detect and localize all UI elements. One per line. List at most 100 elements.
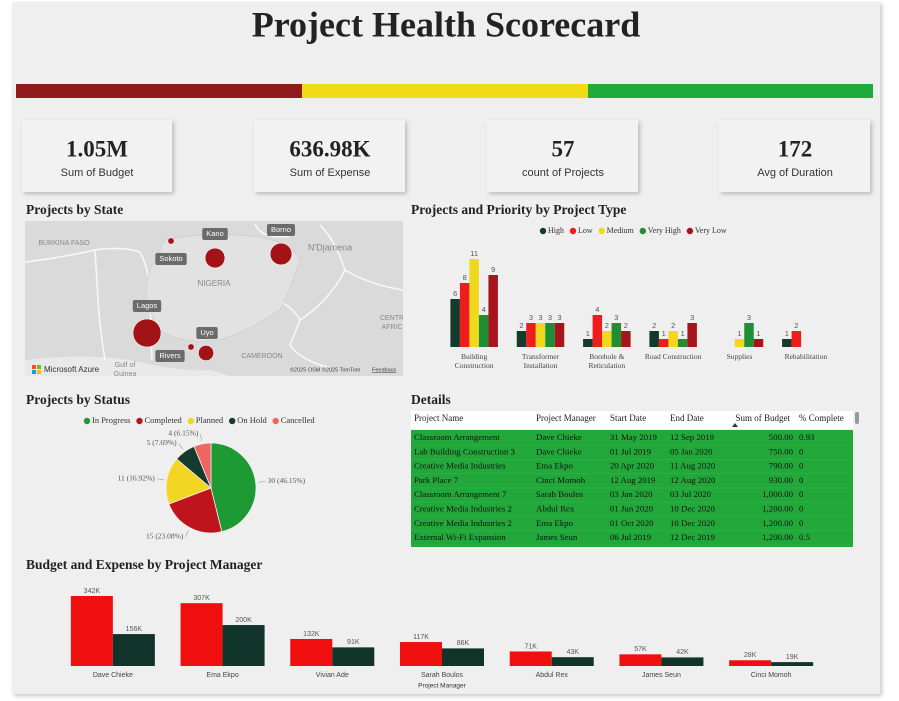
table-cell: 0 [799, 504, 804, 514]
bubble-label-bg [155, 350, 185, 362]
page-title: Project Health Scorecard [252, 4, 641, 44]
bar [112, 634, 155, 666]
state-bubble [167, 237, 175, 245]
bar [661, 657, 704, 666]
table-header: Start Date [610, 413, 646, 423]
value-label: 2 [519, 321, 523, 330]
pie-slice [193, 442, 212, 489]
table-cell: External Wi-Fi Expansion [414, 532, 506, 542]
status-bar-red [16, 84, 302, 98]
table-cell: Creative Media Industries 2 [414, 518, 512, 528]
value-label: 6 [453, 289, 457, 298]
value-label: 19K [786, 654, 799, 661]
table-cell: James Seun [536, 532, 578, 542]
value-label: 3 [690, 313, 694, 322]
sort-indicator[interactable] [732, 423, 738, 427]
map-feedback[interactable]: Feedback [372, 367, 396, 373]
kpi-cards: 1.05M Sum of Budget 636.98K Sum of Expen… [22, 120, 870, 192]
pie-slice [210, 442, 257, 533]
bar [535, 323, 546, 347]
state-bubble [187, 343, 195, 351]
bar [753, 339, 764, 347]
legend-label: Planned [196, 415, 224, 425]
bar [290, 638, 333, 666]
kpi-value: 636.98K [289, 136, 370, 161]
section-title: Projects by Status [26, 392, 130, 407]
legend-label: In Progress [92, 415, 130, 425]
table-header: Project Name [414, 413, 463, 423]
leader-line [178, 443, 184, 450]
legend-label: Cancelled [281, 415, 316, 425]
table-cell: 930.00 [769, 475, 794, 485]
data-label: 15 (23.08%) [146, 531, 184, 540]
table-header: % Complete [799, 413, 844, 423]
category-label: Rehabilitation [785, 352, 828, 361]
table-cell: 1,200.00 [762, 504, 793, 514]
kpi-label: Sum of Expense [290, 167, 371, 179]
table-cell: 0 [799, 475, 804, 485]
table-cell: Lab Building Construction 3 [414, 446, 516, 456]
value-label: 91K [347, 639, 360, 646]
legend-marker [639, 227, 646, 235]
legend-label: Very Low [695, 226, 727, 235]
map-place: CENTR [380, 315, 404, 322]
table-cell: 790.00 [769, 461, 794, 471]
table-cell: Classroom Arrangement [414, 432, 500, 442]
table-header: End Date [670, 413, 704, 423]
bubble-label: Kano [206, 229, 224, 238]
section-title: Projects by State [26, 202, 123, 217]
bar [332, 647, 375, 666]
value-label: 4 [482, 305, 486, 314]
table-cell: 01 Jul 2019 [610, 446, 652, 456]
map-place: Gulf of [115, 362, 136, 369]
bar [729, 660, 772, 666]
table-cell: 500.00 [769, 432, 794, 442]
bar [791, 331, 802, 347]
category-label: Borehole & Reticulation [588, 352, 625, 370]
legend-marker [569, 227, 577, 235]
category-label-text: Supplies [726, 352, 753, 361]
category-label-text: Building Construction [454, 352, 494, 370]
bubble-label: Borno [271, 225, 291, 234]
bar [478, 315, 489, 347]
value-label: 42K [676, 649, 689, 656]
x-tick-label: Ema Ekpo [206, 672, 238, 679]
bar [469, 259, 479, 347]
legend-marker [83, 417, 91, 425]
kpi-value: 57 [552, 136, 575, 161]
table-cell: 0 [799, 461, 804, 471]
x-tick-label: Cinci Momoh [751, 672, 792, 679]
bar [70, 596, 113, 666]
map-attribution: Microsoft Azure [44, 365, 100, 374]
legend-marker [187, 417, 194, 425]
value-label: 1 [737, 329, 741, 338]
scrollbar[interactable] [855, 412, 859, 424]
value-label: 156K [126, 626, 143, 633]
value-label: 86K [457, 640, 470, 647]
bubble-label-bg [266, 224, 296, 236]
value-label: 132K [303, 631, 320, 638]
value-label: 342K [84, 588, 101, 595]
x-tick-label: Sarah Boulos [421, 672, 464, 679]
table-cell: Ema Ekpo [536, 518, 573, 528]
bar [734, 339, 745, 347]
value-label: 57K [634, 646, 647, 653]
section-title: Projects and Priority by Project Type [411, 202, 626, 217]
leader-line [185, 530, 189, 537]
table-cell: Dave Chieke [536, 446, 582, 456]
value-label: 2 [652, 321, 656, 330]
table-cell: Park Place 7 [414, 475, 459, 485]
leader-line [258, 481, 266, 483]
kpi-label: Sum of Budget [61, 167, 134, 179]
bar [459, 283, 470, 347]
table-cell: 12 Aug 2020 [670, 475, 716, 485]
table-cell: 10 Dec 2020 [670, 518, 716, 528]
x-axis-title: Project Manager [418, 683, 467, 690]
value-label: 1 [586, 329, 590, 338]
map-logo [32, 365, 41, 374]
category-label: Supplies [726, 352, 753, 361]
kpi-label: count of Projects [522, 167, 604, 179]
legend-label: Medium [607, 226, 635, 235]
bubble-label: Sokoto [159, 254, 182, 263]
bar [782, 339, 792, 347]
